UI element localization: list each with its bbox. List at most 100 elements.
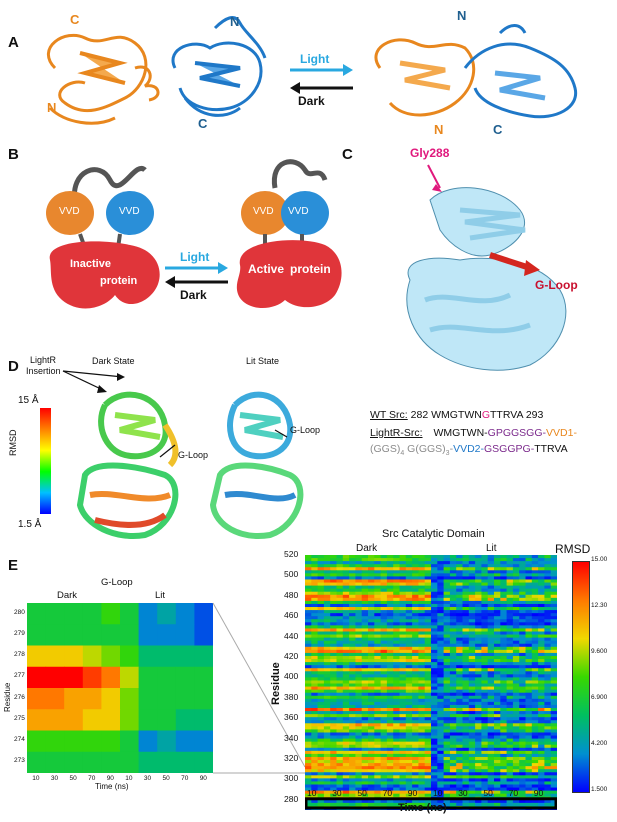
heatmap-cell — [424, 668, 432, 672]
heatmap-cell — [317, 756, 325, 761]
heatmap-cell — [418, 671, 426, 675]
heatmap-cell — [380, 594, 388, 599]
heatmap-cell — [512, 732, 520, 736]
colorbar-label: RMSD — [555, 542, 591, 556]
heatmap-cell — [418, 600, 426, 605]
heatmap-cell — [487, 662, 495, 666]
panel-e-label: E — [8, 557, 19, 574]
heatmap-cell — [475, 558, 482, 562]
heatmap-cell — [531, 781, 539, 785]
heatmap-cell — [336, 634, 344, 639]
heatmap-cell — [494, 729, 501, 733]
heatmap-cell — [405, 643, 413, 648]
heatmap-cell — [386, 564, 394, 568]
heatmap-cell — [305, 616, 312, 620]
heatmap-cell — [531, 698, 539, 703]
heatmap-cell — [418, 787, 426, 792]
heatmap-cell — [336, 756, 344, 761]
heatmap-cell — [368, 744, 375, 749]
heatmap-cell — [305, 659, 312, 663]
heatmap-cell — [544, 600, 552, 605]
heatmap-cell — [323, 649, 331, 654]
heatmap-cell — [349, 616, 356, 620]
heatmap-cell — [550, 570, 558, 574]
heatmap-cell — [431, 720, 438, 724]
heatmap-cell — [355, 714, 363, 718]
heatmap-cell — [405, 652, 413, 657]
heatmap-cell — [456, 625, 463, 629]
heatmap-cell — [412, 692, 419, 697]
heatmap-cell — [317, 671, 325, 675]
heatmap-cell — [405, 668, 413, 672]
heatmap-cell — [342, 628, 350, 632]
heatmap-cell — [431, 763, 438, 767]
heatmap-cell — [368, 637, 375, 642]
heatmap-cell — [525, 662, 533, 666]
panel-a-right-c-label: C — [493, 122, 503, 137]
heatmap-cell — [380, 637, 388, 642]
heatmap-cell — [323, 652, 331, 657]
heatmap-cell — [374, 631, 381, 635]
heatmap-cell — [305, 677, 312, 681]
heatmap-cell — [386, 775, 394, 779]
heatmap-cell — [487, 558, 495, 562]
heatmap-cell — [462, 720, 470, 724]
heatmap-cell — [468, 643, 476, 648]
lightr-src-sequence: LightR-Src: WMGTWN-GPGGSGG-VVD1- — [370, 427, 577, 439]
heatmap-cell — [468, 772, 476, 776]
heatmap-cell — [323, 769, 331, 773]
heatmap-cell — [361, 747, 369, 752]
heatmap-cell — [468, 603, 476, 608]
heatmap-cell — [550, 698, 558, 703]
heatmap-cell — [393, 619, 400, 623]
heatmap-cell — [336, 760, 344, 764]
heatmap-cell — [323, 747, 331, 752]
heatmap-cell — [368, 784, 375, 788]
heatmap-cell — [525, 640, 533, 645]
heatmap-cell — [405, 799, 413, 804]
heatmap-cell — [494, 799, 501, 804]
heatmap-cell — [380, 640, 388, 645]
heatmap-cell — [494, 689, 501, 694]
heatmap-cell — [355, 652, 363, 657]
heatmap-cell — [330, 686, 337, 691]
heatmap-cell — [311, 787, 318, 792]
heatmap-cell — [544, 564, 552, 568]
heatmap-cell — [317, 686, 325, 691]
heatmap-cell — [512, 701, 520, 706]
heatmap-cell — [437, 631, 444, 635]
heatmap-cell — [374, 711, 381, 715]
heatmap-cell — [437, 732, 444, 736]
heatmap-cell — [393, 567, 400, 571]
heatmap-cell — [437, 760, 444, 764]
heatmap-cell — [330, 781, 337, 785]
heatmap-cell — [456, 769, 463, 773]
heatmap-cell — [380, 704, 388, 709]
heatmap-cell — [355, 585, 363, 590]
heatmap-cell — [317, 613, 325, 617]
big-heatmap-dark-label: Dark — [356, 543, 378, 554]
heatmap-cell — [456, 778, 463, 782]
heatmap-cell — [355, 600, 363, 605]
heatmap-cell — [386, 625, 394, 629]
heatmap-cell — [393, 652, 400, 657]
heatmap-cell — [544, 649, 552, 654]
heatmap-cell — [456, 640, 463, 645]
heatmap-cell — [468, 686, 476, 691]
heatmap-cell — [380, 701, 388, 706]
heatmap-cell — [481, 717, 489, 721]
heatmap-cell — [525, 756, 533, 761]
heatmap-cell — [386, 756, 394, 761]
heatmap-cell — [311, 698, 318, 703]
heatmap-cell — [449, 594, 457, 599]
heatmap-cell — [431, 665, 438, 669]
heatmap-cell — [305, 683, 312, 687]
heatmap-cell — [544, 628, 552, 632]
heatmap-cell — [311, 778, 318, 782]
heatmap-cell — [468, 634, 476, 639]
heatmap-cell — [519, 573, 526, 577]
heatmap-cell — [544, 585, 552, 590]
heatmap-cell — [468, 704, 476, 709]
heatmap-cell — [475, 662, 482, 666]
heatmap-cell — [531, 686, 539, 691]
